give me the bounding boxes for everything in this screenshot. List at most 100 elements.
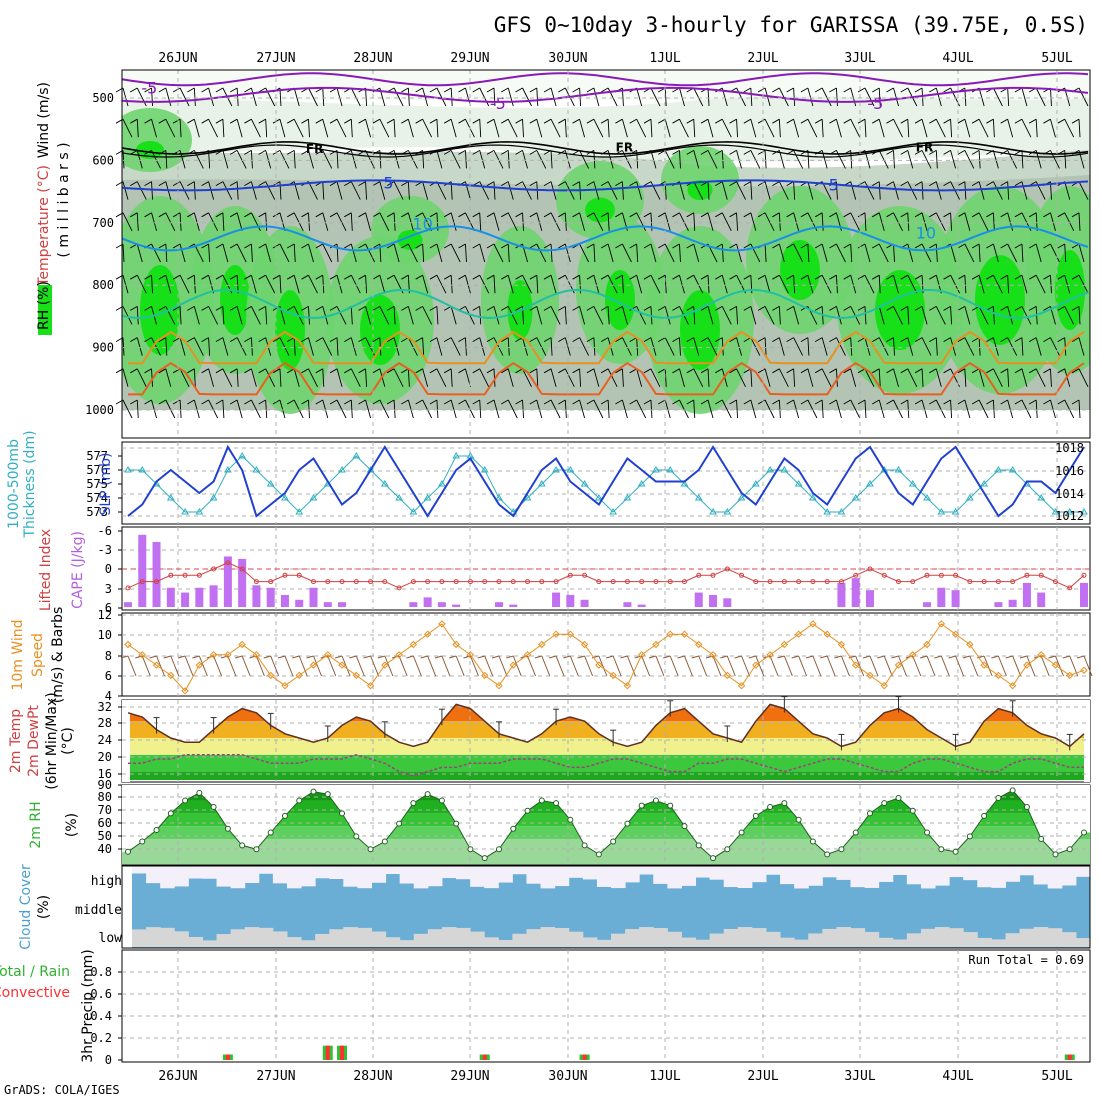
wind-barb-flag [401,212,409,218]
wind-barb [693,181,704,200]
wind-barb [693,274,704,294]
wind-barb-flag [529,243,538,249]
sfc-wind-barb [955,655,965,677]
wind-barb-flag [1014,243,1023,249]
cloud-low [286,937,302,947]
wind-barb-flag [130,87,138,93]
sfc-wind-barb-flag [406,655,414,659]
thickness-point [994,466,1003,473]
sfc-wind-barb [912,655,922,677]
wind-barb-flag [472,150,480,155]
sfc-wind-barb-flag [577,655,585,659]
wind-barb [807,368,814,387]
wind-barb [436,150,443,169]
wind-barb-flag [329,118,338,124]
wind-barb-flag [329,337,338,342]
wind-barb-flag [229,399,238,405]
sfc-wind-barb [926,655,936,677]
thickness-point [1008,466,1017,473]
wind-barb [836,243,846,263]
date-label-top: 29JUN [450,51,489,66]
wind-barb-flag [229,150,238,155]
wind-speed-point [338,661,346,669]
wind-barb-flag [543,118,552,124]
rh-point [866,810,873,817]
cape-bar [124,602,132,607]
wind-barb [122,368,129,387]
wind-barb-flag [914,212,923,218]
sfc-wind-barb [983,655,993,677]
wind-barb [636,306,647,325]
cloud-high [540,866,556,889]
wind-barb-flag [215,274,224,280]
cloud-high [301,866,316,887]
wind-barb-flag [172,368,181,374]
wind-speed-point [637,651,646,659]
cloud-ylabel-1: Cloud Cover [18,864,34,950]
sfc-wind-barb [512,655,522,677]
wind-barb-flag [700,399,709,405]
li-point [268,579,274,585]
cape-bar [138,534,147,607]
wind-barb-flag [472,118,480,124]
rh-blob-core [360,295,400,365]
wind-barb [479,181,490,200]
wind-barb-flag [615,306,623,311]
wind-barb-flag [700,118,709,124]
wind-barb [450,337,461,356]
wind-barb [536,368,539,387]
temp-band [122,771,1090,780]
wind-barb-flag [729,118,737,124]
cloud-low [399,940,415,947]
wind-barb [992,337,999,356]
wind-barb [950,306,953,325]
temp-contour [121,72,1089,87]
wind-barb-flag [515,368,523,374]
wind-barb [522,274,532,294]
wind-barb [679,399,689,419]
wind-barb [921,212,928,231]
wind-speed-point [281,681,289,690]
wind-barb [964,368,967,387]
cloud-high [526,866,542,884]
wind-barb [693,337,700,356]
precip-conv-bar [225,1054,230,1060]
wind-barb-flag [1043,368,1051,374]
wind-barb-flag [486,368,495,374]
wind-barb [907,119,910,138]
wind-barb [950,399,953,419]
wind-barb-flag [258,274,266,280]
wind-barb-flag [229,274,238,280]
thickness-point [709,508,717,515]
wind-barb-flag [372,368,381,374]
wind-barb-flag [715,212,723,218]
cape-bar [994,602,1003,607]
wind-barb-flag [700,368,709,374]
cloud-high [132,866,147,874]
wind-barb-flag [515,399,523,405]
li-point [1052,579,1058,585]
wind-barb [250,150,253,169]
wind-barb-flag [486,150,495,155]
wind-barb-flag [886,368,894,374]
wind-barb-flag [743,150,752,155]
wind-barb-flag [258,337,266,342]
cloud-high [667,866,682,889]
wind-barb-flag [443,118,452,124]
wind-barb [750,399,757,419]
wind-barb-flag [700,212,709,218]
wind-barb [322,87,325,107]
wind-barb [550,275,557,294]
sfc-wind-barb-flag [163,655,171,659]
wind-speed-point [409,640,418,649]
wind-barb-flag [201,243,209,249]
sfc-wind-barb [327,655,337,677]
wind-barb-flag [829,337,837,342]
li-point [796,579,802,585]
wind-speed-line [127,623,1085,692]
wind-barb [136,87,147,107]
sfc-wind-barb-flag [691,655,699,659]
wind-barb [564,119,567,138]
wind-barb-flag [715,368,723,374]
